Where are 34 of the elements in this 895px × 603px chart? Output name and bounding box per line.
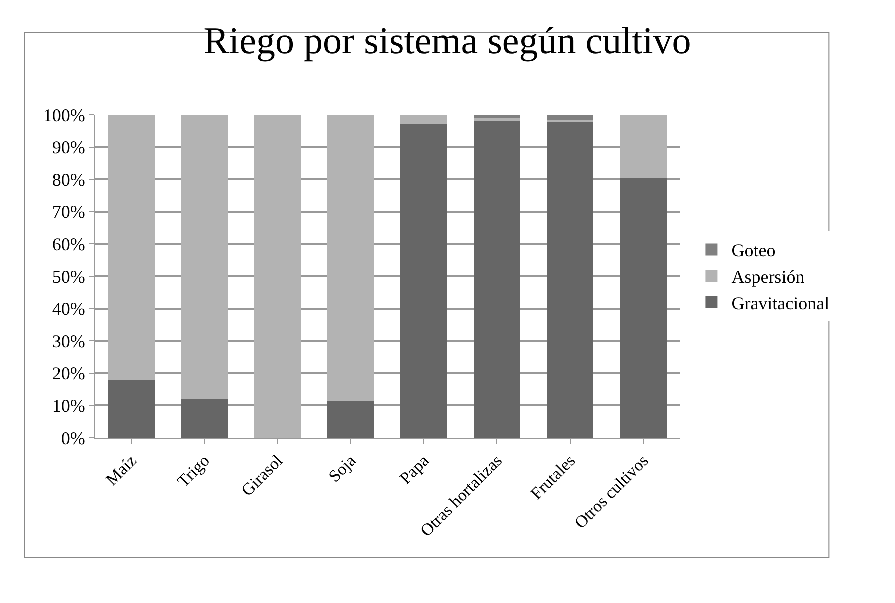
y-tick-label: 70%: [52, 202, 86, 222]
y-tick-label: 90%: [52, 138, 86, 158]
bar: [181, 399, 228, 438]
y-tick-label: 80%: [52, 170, 86, 190]
bar: [474, 118, 521, 122]
x-tick-label: Trigo: [174, 451, 214, 492]
y-tick-label: 60%: [52, 234, 86, 254]
legend-label: Aspersión: [732, 267, 805, 288]
y-tick-label: 10%: [52, 396, 86, 416]
y-tick-label: 100%: [43, 105, 86, 126]
bar: [546, 115, 594, 120]
bar: [108, 115, 155, 380]
bar: [474, 115, 521, 118]
bar: [620, 115, 667, 178]
bar: [546, 121, 594, 438]
bar: [108, 380, 155, 438]
bar: [328, 115, 374, 401]
y-tick-label: 50%: [52, 266, 86, 287]
legend-label: Gravitacional: [732, 294, 830, 314]
bar: [400, 115, 448, 125]
y-tick-label: 20%: [52, 364, 86, 384]
bar: [474, 121, 521, 438]
bar: [400, 124, 448, 438]
y-tick-label: 30%: [52, 331, 86, 352]
chart-title: Riego por sistema según cultivo: [204, 20, 692, 63]
x-tick-label: Soja: [324, 450, 360, 486]
bar: [254, 115, 302, 438]
bar: [620, 178, 667, 438]
y-tick-label: 40%: [52, 299, 86, 320]
y-tick-label: 0%: [61, 428, 86, 448]
bar: [328, 400, 374, 438]
legend-label: Goteo: [732, 240, 776, 261]
x-tick-label: Papa: [396, 450, 434, 488]
bar: [181, 115, 228, 400]
